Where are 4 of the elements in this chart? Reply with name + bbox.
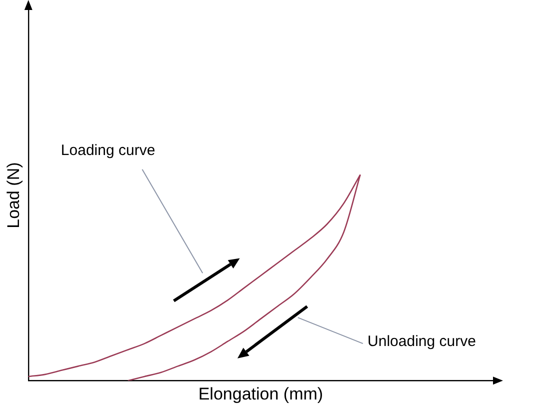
annotation: Unloading curve: [368, 332, 476, 352]
text: Loading curve: [60, 140, 156, 161]
x-axis-title: Elongation (mm): [198, 384, 324, 404]
y-axis-title: Load (N): [4, 162, 23, 228]
